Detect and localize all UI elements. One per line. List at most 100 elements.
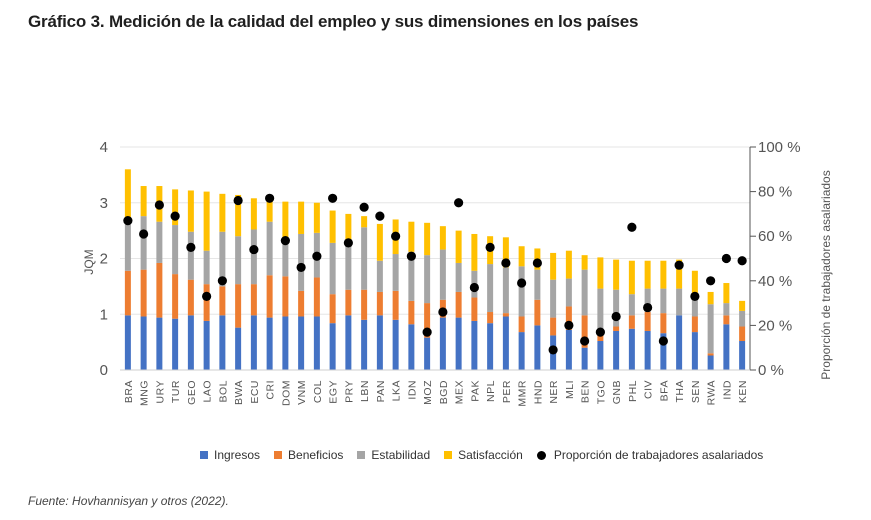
bar-segment: [266, 221, 273, 276]
x-tick-label: NPL: [485, 380, 497, 402]
x-tick-label: MOZ: [422, 380, 434, 405]
bar-segment: [471, 320, 478, 370]
bar-segment: [455, 291, 462, 318]
bar-segment: [676, 288, 683, 316]
bar-segment: [313, 202, 320, 233]
chart-title: Gráfico 3. Medición de la calidad del em…: [28, 12, 639, 31]
bar-segment: [219, 193, 226, 232]
y2-tick-label: 60 %: [758, 228, 792, 245]
x-tick-label: PAK: [469, 380, 481, 402]
bar-segment: [298, 290, 305, 317]
bar-segment: [676, 315, 683, 370]
bar-segment: [613, 289, 620, 327]
scatter-point: [564, 320, 574, 330]
bar-segment: [581, 315, 588, 348]
x-tick-label: NER: [548, 380, 560, 404]
bar-segment: [140, 316, 147, 370]
bar-segment: [691, 332, 698, 370]
scatter-point: [690, 291, 700, 302]
legend-item-estabilidad: Estabilidad: [357, 448, 430, 462]
bar-segment: [392, 254, 399, 291]
bar-segment: [235, 236, 242, 285]
bar-segment: [487, 312, 494, 324]
bar-segment: [707, 291, 714, 305]
x-tick-label: URY: [154, 380, 166, 403]
bar-segment: [502, 237, 509, 268]
y-axis-title: JQM: [82, 249, 96, 274]
scatter-point: [674, 260, 684, 270]
bar-segment: [660, 333, 667, 370]
bar-segment: [660, 288, 667, 314]
scatter-point: [186, 242, 196, 252]
bar-segment: [250, 284, 257, 316]
legend-label-ingresos: Ingresos: [214, 448, 261, 462]
legend-item-satisfaccion: Satisfacción: [444, 448, 523, 462]
bar-segment: [534, 325, 541, 370]
bar-segment: [550, 317, 557, 336]
legend-dot-proporcion: [536, 450, 546, 460]
bar-segment: [250, 229, 257, 285]
scatter-point: [202, 291, 212, 302]
bar-segment: [471, 297, 478, 321]
bar-segment: [140, 216, 147, 270]
scatter-point: [375, 211, 385, 221]
scatter-point: [580, 336, 590, 346]
bar-segment: [723, 283, 730, 304]
bar-segment: [723, 315, 730, 325]
bar-segment: [124, 315, 131, 370]
bar-segment: [691, 299, 698, 317]
bar-segment: [534, 269, 541, 300]
x-tick-label: CRI: [265, 380, 277, 400]
bar-segment: [660, 260, 667, 289]
legend-swatch-estabilidad: [357, 451, 366, 459]
bar-segment: [739, 326, 746, 342]
bar-segment: [613, 326, 620, 331]
bar-segment: [439, 249, 446, 300]
scatter-point: [643, 302, 653, 313]
x-tick-label: BWA: [233, 380, 245, 405]
x-tick-label: COL: [312, 380, 324, 403]
x-tick-label: BEN: [580, 380, 592, 403]
legend-label-proporcion: Proporción de trabajadores asalariados: [553, 448, 764, 462]
bar-segment: [266, 317, 273, 370]
bar-segment: [172, 225, 179, 275]
bar-segment: [376, 223, 383, 261]
bar-segment: [376, 260, 383, 292]
bar-segment: [644, 330, 651, 370]
y-tick-label: 2: [100, 251, 108, 268]
bar-segment: [424, 303, 431, 338]
x-tick-label: BOL: [217, 380, 229, 403]
legend-swatch-ingresos: [200, 451, 208, 459]
bar-segment: [676, 259, 683, 289]
x-tick-label: THA: [674, 380, 686, 403]
scatter-point: [312, 251, 322, 261]
bar-segment: [156, 221, 163, 263]
bar-segment: [581, 269, 588, 316]
scatter-point: [249, 244, 259, 255]
bar-segment: [628, 328, 635, 370]
bar-segment: [219, 286, 226, 316]
bar-segment: [140, 186, 147, 217]
scatter-point: [737, 256, 747, 266]
bar-segment: [597, 288, 604, 330]
dots-layer: [123, 193, 747, 355]
x-tick-label: PER: [501, 380, 513, 403]
y2-axis-title: Proporción de trabajadores asalariados: [819, 170, 833, 379]
bar-segment: [502, 316, 509, 370]
bar-segment: [408, 251, 415, 301]
bar-segment: [581, 255, 588, 270]
legend-item-proporcion: Proporción de trabajadores asalariados: [536, 448, 764, 462]
scatter-point: [406, 251, 416, 261]
bar-segment: [739, 310, 746, 327]
bar-segment: [408, 300, 415, 325]
bar-segment: [172, 189, 179, 226]
bar-segment: [455, 317, 462, 370]
bars-layer: [124, 169, 746, 370]
bar-segment: [439, 226, 446, 250]
bar-segment: [329, 242, 336, 295]
bar-segment: [313, 316, 320, 370]
bar-segment: [203, 320, 210, 370]
x-tick-label: EGY: [328, 380, 340, 404]
bar-segment: [502, 313, 509, 317]
bar-segment: [392, 319, 399, 370]
